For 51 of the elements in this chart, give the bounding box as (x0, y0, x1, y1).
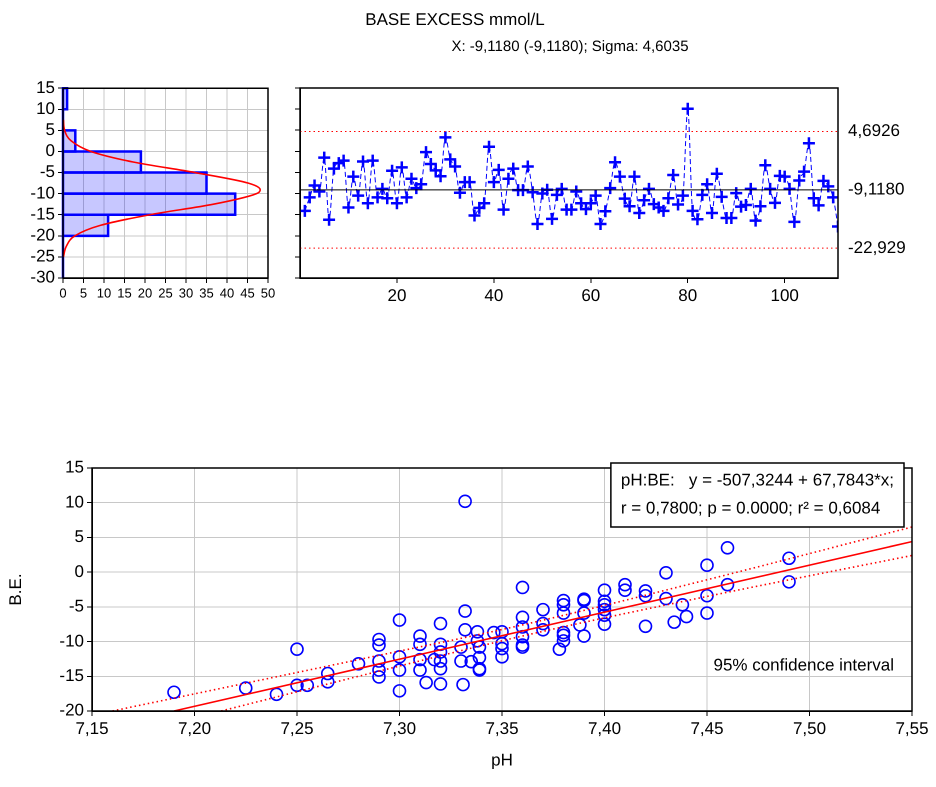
y-tick-label: -5 (40, 162, 55, 182)
ref-line-label: -9,1180 (848, 180, 904, 199)
x-tick-label: 60 (581, 286, 600, 305)
ref-line-label: -22,929 (848, 238, 906, 257)
x-tick-label: 50 (260, 285, 276, 300)
y-tick-label: -15 (30, 204, 55, 224)
y-tick-label: -10 (30, 183, 55, 202)
y-tick-label: 0 (74, 562, 84, 581)
x-tick-label: 35 (199, 285, 214, 300)
x-tick-label: 80 (678, 286, 698, 305)
y-tick-label: -5 (68, 596, 84, 616)
x-tick-label: 100 (770, 286, 799, 305)
ref-line-label: 4,6926 (848, 121, 900, 140)
x-tick-label: 30 (178, 285, 194, 300)
x-tick-label: 7,55 (895, 718, 929, 738)
y-tick-label: -20 (59, 700, 84, 720)
x-tick-label: 10 (96, 285, 112, 300)
y-tick-label: 10 (65, 492, 84, 512)
x-tick-label: 20 (138, 285, 152, 300)
chart-subtitle: X: -9,1180 (-9,1180); Sigma: 4,6035 (450, 38, 690, 55)
x-tick-label: 20 (387, 286, 406, 305)
x-tick-label: 40 (220, 285, 234, 300)
x-axis-title: pH (491, 750, 513, 770)
y-tick-label: 0 (46, 141, 55, 160)
y-tick-label: 15 (65, 458, 84, 477)
x-tick-label: 7,20 (178, 718, 212, 738)
y-tick-label: -10 (59, 631, 84, 650)
annotation: 95% confidence interval (713, 656, 894, 675)
x-tick-label: 40 (484, 286, 504, 305)
chart-title: BASE EXCESS mmol/L (364, 10, 546, 30)
y-tick-label: -25 (30, 246, 55, 266)
x-tick-label: 7,30 (382, 718, 416, 738)
y-axis-title: B.E. (6, 573, 25, 606)
x-tick-label: 7,35 (485, 718, 519, 738)
annotation: r = 0,7800; p = 0.0000; r² = 0,6084 (620, 498, 880, 518)
y-tick-label: 10 (36, 98, 55, 118)
x-tick-label: 7,45 (690, 718, 724, 738)
x-tick-label: 45 (240, 285, 255, 300)
y-tick-label: 5 (74, 527, 84, 546)
y-tick-label: -30 (30, 268, 55, 287)
y-tick-label: -20 (30, 226, 55, 245)
x-tick-label: 7,40 (588, 718, 622, 738)
y-tick-label: 5 (46, 120, 55, 140)
x-tick-label: 7,25 (280, 718, 314, 738)
x-tick-label: 25 (158, 285, 173, 300)
annotation: pH:BE: y = -507,3244 + 67,7843*x; (620, 470, 894, 490)
y-tick-label: -15 (59, 666, 84, 685)
y-tick-label: 15 (36, 78, 55, 97)
x-tick-label: 7,50 (792, 718, 826, 738)
x-tick-label: 7,15 (75, 718, 109, 738)
x-tick-label: 15 (117, 285, 132, 300)
